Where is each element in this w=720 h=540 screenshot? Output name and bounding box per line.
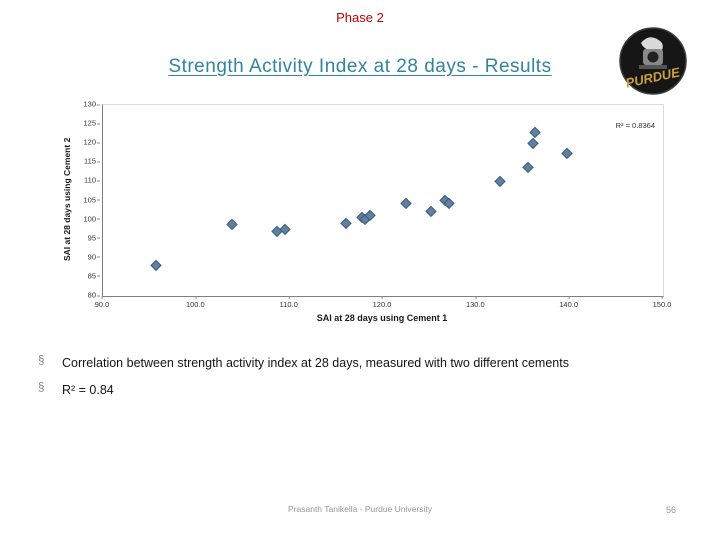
smoke-shape bbox=[641, 37, 663, 53]
data-point bbox=[561, 147, 573, 159]
y-tick-label: 115 bbox=[84, 156, 100, 166]
data-point bbox=[425, 205, 436, 217]
data-point bbox=[226, 218, 238, 230]
y-tick-label: 120 bbox=[83, 137, 100, 147]
r-squared-annotation: R² = 0.8364 bbox=[615, 121, 655, 130]
x-axis-label: SAI at 28 days using Cement 1 bbox=[316, 313, 448, 323]
data-point bbox=[443, 197, 455, 209]
y-tick-label: 80 bbox=[87, 290, 101, 300]
x-tick-label: 90.0 bbox=[94, 296, 110, 309]
x-tick-label: 140.0 bbox=[559, 296, 579, 309]
x-tick-label: 110.0 bbox=[279, 296, 298, 309]
bullet-marker-icon: § bbox=[38, 382, 45, 395]
y-tick-label: 85 bbox=[87, 271, 101, 281]
y-axis-ticks: 80 85 90 95 100 105 110 115 120 125 130 bbox=[75, 100, 101, 300]
bullet-text: R² = 0.84 bbox=[62, 383, 114, 398]
x-tick-label: 130.0 bbox=[465, 296, 485, 309]
phase-label: Phase 2 bbox=[336, 10, 384, 25]
y-tick-label: 95 bbox=[87, 233, 101, 243]
data-point bbox=[527, 137, 539, 149]
x-axis-ticks: 90.0 100.0 110.0 120.0 130.0 140.0 150.0 bbox=[95, 296, 671, 309]
data-point bbox=[150, 259, 162, 271]
data-point bbox=[279, 223, 291, 235]
footer-credit: Prasanth Tanikella - Purdue University bbox=[288, 504, 432, 514]
y-tick-label: 125 bbox=[83, 118, 100, 128]
y-axis-label: SAI at 28 days using Cement 2 bbox=[62, 137, 72, 262]
bullet-text: Correlation between strength activity in… bbox=[62, 356, 569, 370]
page-number: 56 bbox=[665, 505, 676, 515]
x-tick-label: 150.0 bbox=[652, 296, 672, 309]
scatter-chart: SAI at 28 days using Cement 2 80 85 90 95 10… bbox=[62, 96, 671, 340]
y-tick-label: 105 bbox=[83, 195, 100, 204]
data-point bbox=[522, 161, 533, 173]
y-tick-label: 110 bbox=[84, 175, 100, 185]
data-point bbox=[340, 217, 351, 229]
plot-area: R² = 0.8364 bbox=[102, 104, 664, 297]
data-point bbox=[529, 126, 541, 138]
x-tick-label: 120.0 bbox=[372, 296, 392, 309]
y-tick-label: 130 bbox=[83, 99, 100, 109]
bullet-list: § Correlation between strength activity … bbox=[38, 354, 648, 408]
train-light bbox=[647, 51, 659, 63]
data-point bbox=[401, 197, 412, 209]
slide-title: Strength Activity Index at 28 days - Res… bbox=[168, 56, 552, 77]
bullet-marker-icon: § bbox=[38, 355, 45, 367]
y-tick-label: 90 bbox=[87, 252, 101, 262]
data-point bbox=[494, 175, 505, 187]
bullet-item: § R² = 0.84 bbox=[38, 381, 648, 399]
x-tick-label: 100.0 bbox=[185, 296, 205, 309]
bullet-item: § Correlation between strength activity … bbox=[38, 354, 648, 372]
y-tick-label: 100 bbox=[83, 214, 100, 224]
purdue-logo: PURDUE bbox=[619, 27, 687, 95]
